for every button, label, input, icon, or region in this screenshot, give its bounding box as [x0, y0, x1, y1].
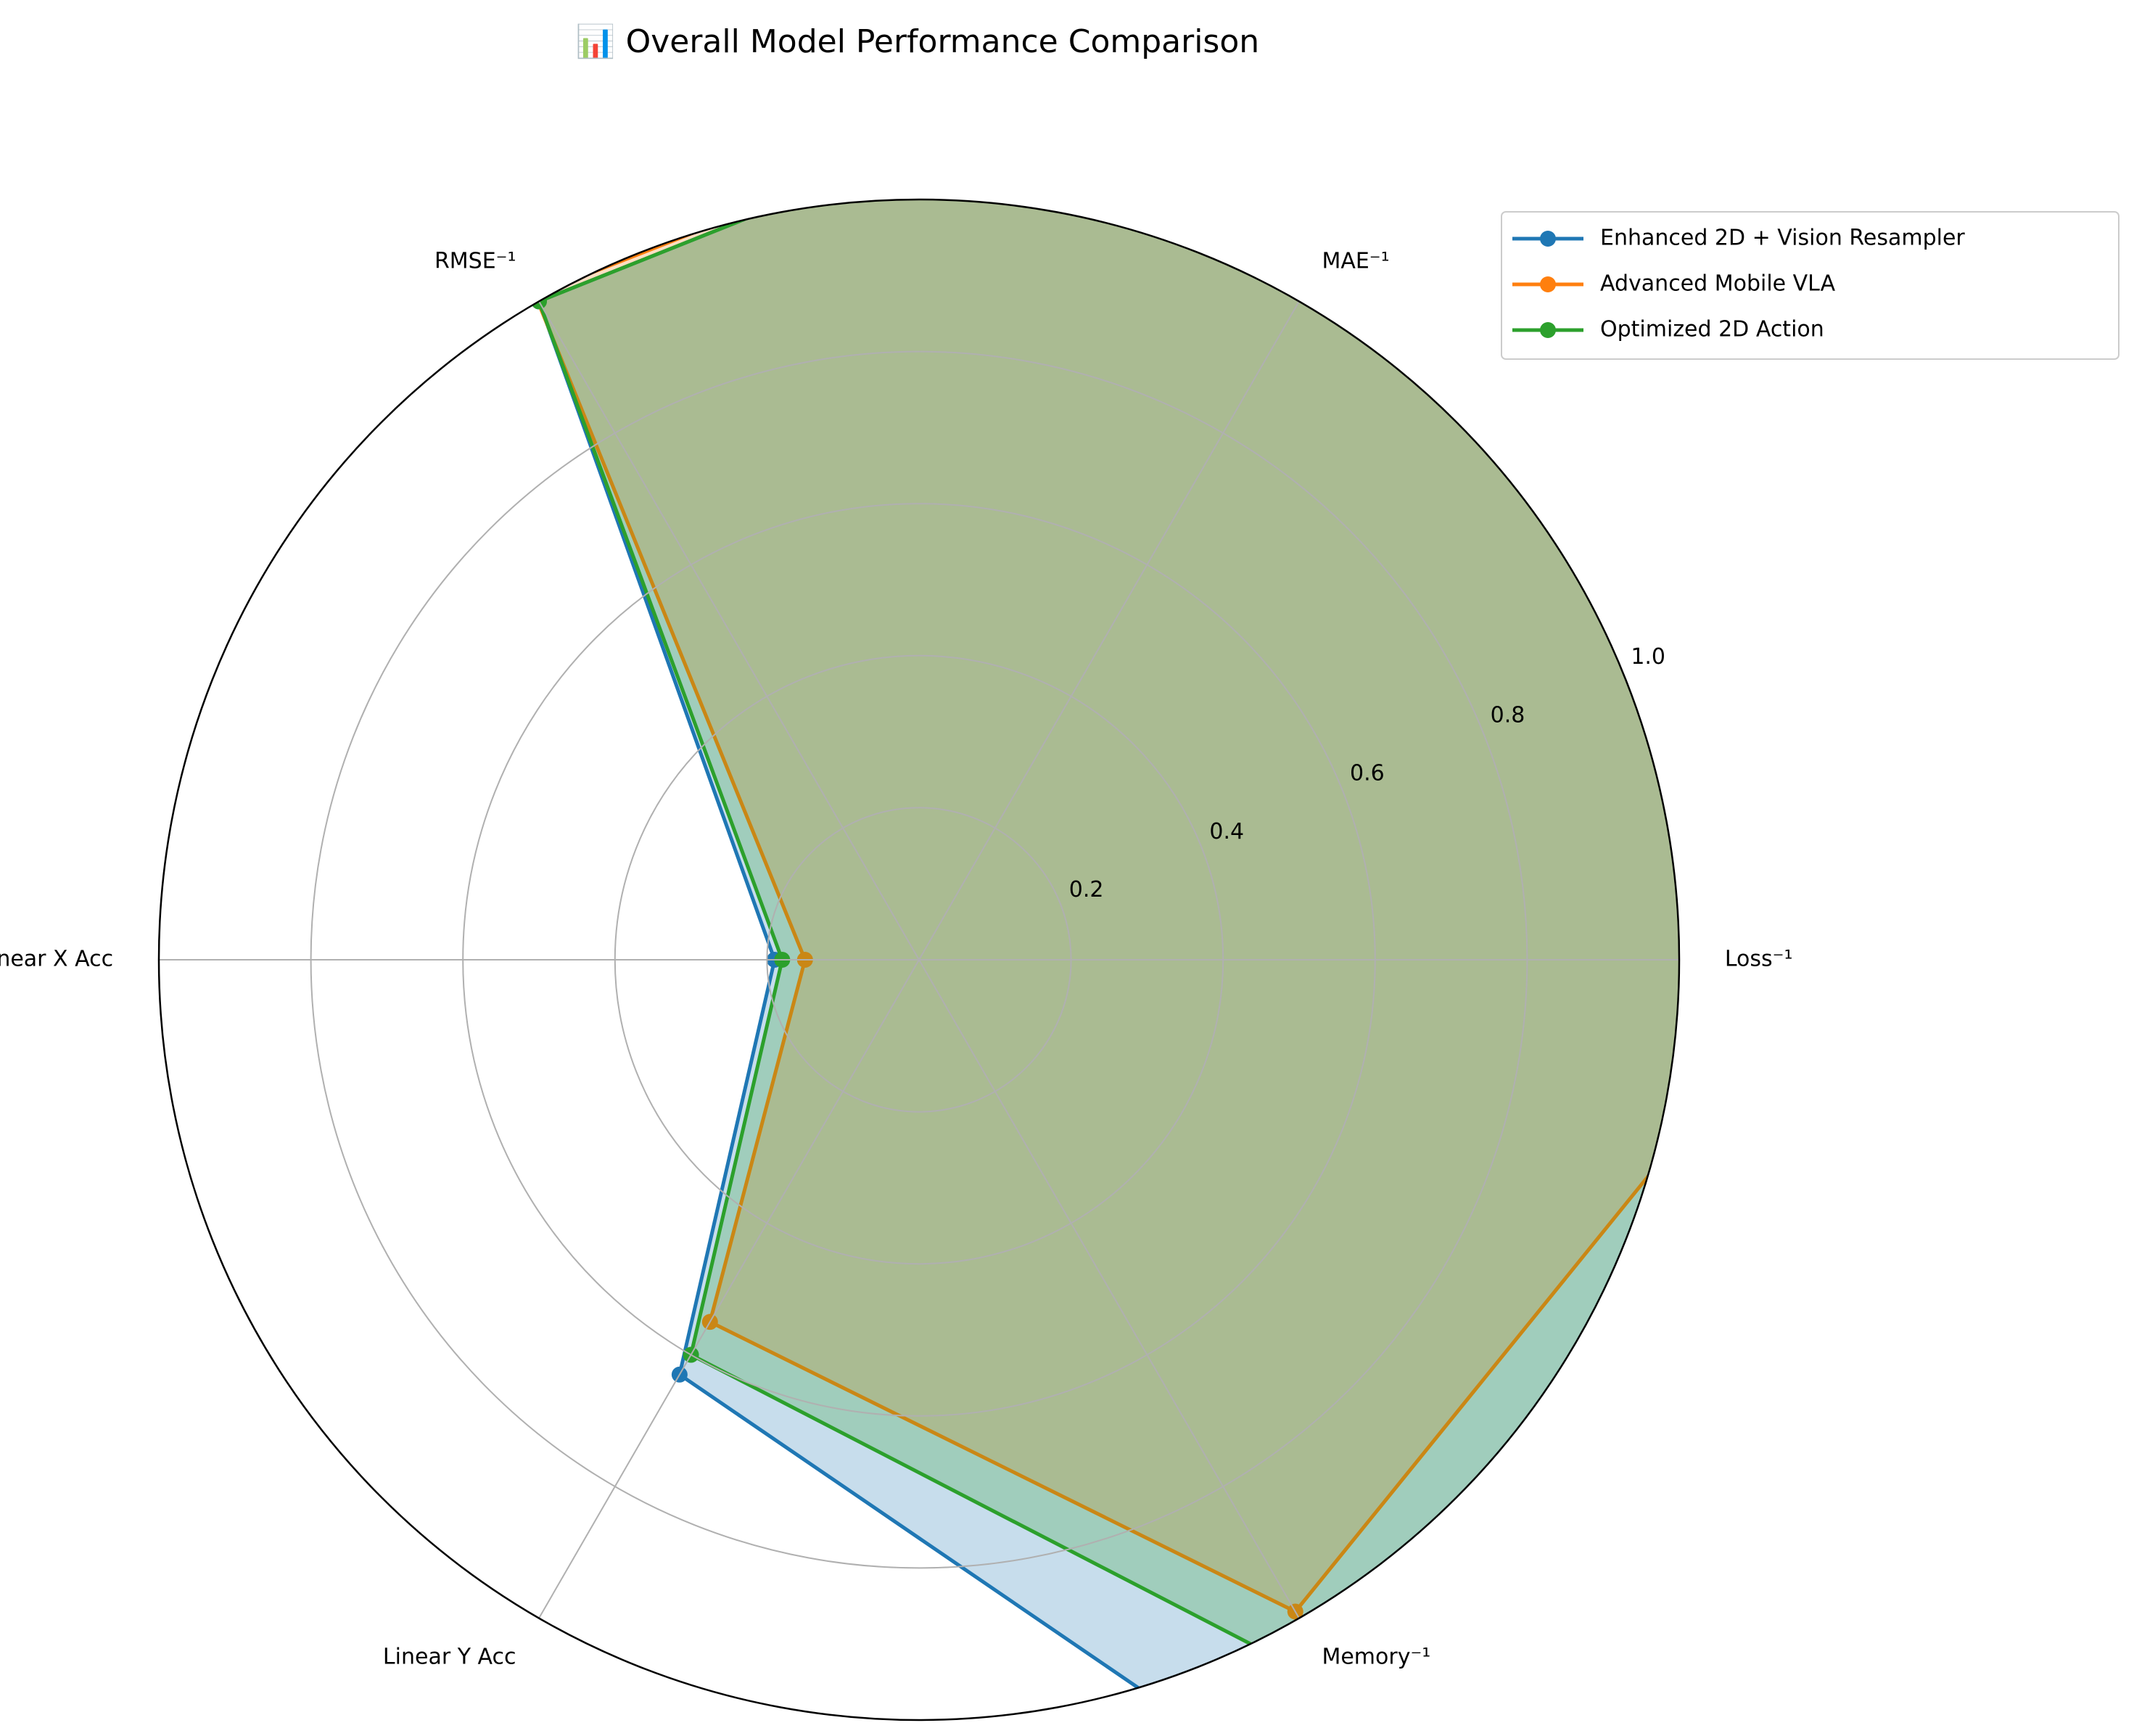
legend-label: Advanced Mobile VLA	[1600, 271, 1836, 297]
category-label: Linear X Acc	[0, 947, 113, 972]
r-tick-label: 0.4	[1209, 819, 1244, 844]
category-label: Loss⁻¹	[1725, 947, 1793, 972]
legend-marker	[1540, 231, 1556, 247]
spoke	[538, 300, 920, 960]
spoke	[918, 959, 1300, 1619]
category-label: MAE⁻¹	[1322, 248, 1389, 273]
r-tick-label: 0.8	[1491, 702, 1525, 728]
legend-box	[1501, 211, 2119, 360]
legend-label: Optimized 2D Action	[1600, 317, 1824, 342]
legend-label: Enhanced 2D + Vision Resampler	[1600, 226, 1965, 251]
spoke	[538, 959, 920, 1619]
polar-spine	[157, 198, 1681, 1721]
legend-marker	[1540, 276, 1556, 292]
spoke	[918, 300, 1300, 960]
overlay: 0.2 0.4 0.6 0.8 1.0 Loss⁻¹ MAE⁻¹ RMSE⁻¹ Linear X…	[0, 198, 1793, 1721]
category-label: RMSE⁻¹	[434, 248, 516, 273]
chart-title: 📊 Overall Model Performance Comparison	[576, 23, 1259, 60]
legend-marker	[1540, 322, 1556, 338]
series-area	[539, 199, 1679, 1720]
r-tick-label: 0.2	[1069, 877, 1104, 902]
legend: Enhanced 2D + Vision Resampler Advanced M…	[1501, 211, 2119, 360]
category-label: Memory⁻¹	[1322, 1645, 1430, 1670]
category-label: Linear Y Acc	[383, 1645, 516, 1670]
r-tick-label: 0.6	[1350, 761, 1385, 786]
r-tick-label: 1.0	[1631, 644, 1665, 670]
